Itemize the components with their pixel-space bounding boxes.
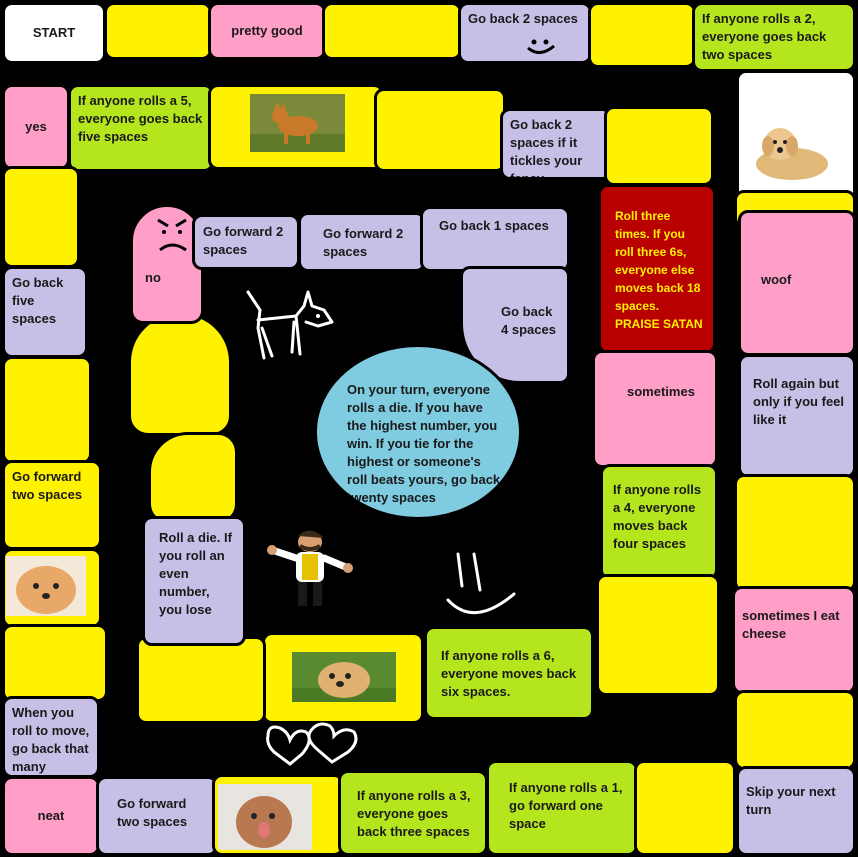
space-label: woof bbox=[761, 272, 792, 287]
space[interactable] bbox=[322, 2, 462, 60]
space[interactable] bbox=[148, 432, 238, 524]
angry-face-doodle bbox=[157, 218, 187, 252]
space-woof[interactable]: woof bbox=[738, 210, 856, 356]
space-label: START bbox=[32, 25, 76, 40]
space-praise-satan[interactable]: Roll three times. If you roll three 6s, … bbox=[598, 184, 716, 354]
space-go-forward-two-bottom[interactable]: Go forward two spaces bbox=[96, 776, 218, 856]
space-neat[interactable]: neat bbox=[2, 776, 100, 856]
space-label: If anyone rolls a 6, everyone moves back… bbox=[441, 648, 577, 699]
space-label: Go back five spaces bbox=[12, 275, 64, 326]
space-label: Skip your next turn bbox=[746, 784, 836, 817]
space-label: Roll again but only if you feel like it bbox=[753, 376, 845, 427]
mustache-man-figure bbox=[267, 530, 353, 606]
space-label: Go forward 2 spaces bbox=[203, 224, 284, 257]
space[interactable] bbox=[2, 356, 92, 464]
space-rolls-3[interactable]: If anyone rolls a 3, everyone goes back … bbox=[338, 770, 488, 856]
smiley-doodle bbox=[527, 39, 555, 54]
dog-photo bbox=[250, 94, 345, 152]
space-go-forward-two[interactable]: Go forward two spaces bbox=[2, 460, 102, 550]
space-label: Go back 2 spaces bbox=[468, 11, 578, 26]
dog-photo bbox=[292, 652, 396, 702]
space-rolls-5[interactable]: If anyone rolls a 5, everyone goes back … bbox=[68, 84, 214, 172]
space[interactable] bbox=[104, 2, 212, 60]
space-rolls-2[interactable]: If anyone rolls a 2, everyone goes back … bbox=[692, 2, 856, 72]
hearts-doodle bbox=[266, 722, 358, 766]
space-go-back-2[interactable]: Go back 2 spaces bbox=[458, 2, 592, 64]
space-skip-turn[interactable]: Skip your next turn bbox=[736, 766, 856, 856]
space-label: If anyone rolls a 3, everyone goes back … bbox=[357, 788, 471, 839]
space[interactable] bbox=[374, 88, 506, 172]
space-label: When you roll to move, go back that many… bbox=[12, 705, 90, 774]
space-label: Go back 1 spaces bbox=[439, 218, 549, 233]
space-roll-to-move[interactable]: When you roll to move, go back that many… bbox=[2, 696, 100, 778]
space-go-back-1[interactable]: Go back 1 spaces bbox=[420, 206, 570, 272]
space-label: Go forward two spaces bbox=[117, 796, 188, 829]
dog-photo bbox=[218, 784, 312, 850]
space-go-forward-2-b[interactable]: Go forward 2 spaces bbox=[298, 212, 426, 272]
space-label: Go forward 2 spaces bbox=[323, 226, 404, 259]
arrow-smile-doodle bbox=[446, 552, 516, 614]
space[interactable] bbox=[596, 574, 720, 696]
space[interactable] bbox=[734, 690, 856, 770]
space-yes[interactable]: yes bbox=[2, 84, 70, 170]
space-rolls-1[interactable]: If anyone rolls a 1, go forward one spac… bbox=[486, 760, 638, 856]
space-label: Roll a die. If you roll an even number, … bbox=[159, 530, 232, 617]
space-label: If anyone rolls a 5, everyone goes back … bbox=[78, 93, 203, 144]
space[interactable] bbox=[634, 760, 736, 856]
space[interactable] bbox=[604, 106, 714, 186]
space[interactable] bbox=[2, 624, 108, 702]
space-label: no bbox=[145, 270, 161, 285]
space-label: Go back 2 spaces if it tickles your fanc… bbox=[510, 117, 583, 180]
space[interactable] bbox=[2, 166, 80, 268]
space[interactable] bbox=[588, 2, 696, 68]
space-start[interactable]: START bbox=[2, 2, 106, 64]
space[interactable] bbox=[136, 636, 266, 724]
space-label: pretty good bbox=[231, 23, 303, 38]
space-label: If anyone rolls a 2, everyone goes back … bbox=[702, 11, 827, 62]
space-label: Go forward two spaces bbox=[12, 469, 83, 502]
space-roll-a-die[interactable]: Roll a die. If you roll an even number, … bbox=[142, 516, 246, 646]
space-sometimes[interactable]: sometimes bbox=[592, 350, 718, 468]
space-label: sometimes I eat cheese bbox=[742, 608, 840, 641]
space[interactable] bbox=[128, 312, 232, 436]
space-label: sometimes bbox=[627, 384, 695, 399]
center-rules: On your turn, everyone rolls a die. If y… bbox=[314, 344, 522, 520]
space-go-back-five[interactable]: Go back five spaces bbox=[2, 266, 88, 358]
space-pretty-good[interactable]: pretty good bbox=[208, 2, 326, 60]
space-label: If anyone rolls a 4, everyone moves back… bbox=[613, 482, 702, 551]
space-label: Roll three times. If you roll three 6s, … bbox=[615, 209, 703, 331]
space-rolls-4[interactable]: If anyone rolls a 4, everyone moves back… bbox=[600, 464, 718, 580]
dog-photo bbox=[6, 556, 86, 616]
space[interactable] bbox=[734, 474, 856, 592]
stick-dog-doodle bbox=[246, 290, 334, 360]
space-go-forward-2-a[interactable]: Go forward 2 spaces bbox=[192, 214, 300, 270]
space-rolls-6[interactable]: If anyone rolls a 6, everyone moves back… bbox=[424, 626, 594, 720]
space-label: If anyone rolls a 1, go forward one spac… bbox=[509, 780, 623, 831]
space-roll-again[interactable]: Roll again but only if you feel like it bbox=[738, 354, 856, 478]
space-label: neat bbox=[37, 808, 65, 823]
space-eat-cheese[interactable]: sometimes I eat cheese bbox=[732, 586, 856, 694]
rules-text: On your turn, everyone rolls a die. If y… bbox=[347, 382, 501, 505]
space-label: yes bbox=[25, 119, 47, 134]
space-tickles[interactable]: Go back 2 spaces if it tickles your fanc… bbox=[500, 108, 612, 180]
dog-photo bbox=[742, 112, 844, 190]
space-label: Go back 4 spaces bbox=[501, 304, 556, 337]
